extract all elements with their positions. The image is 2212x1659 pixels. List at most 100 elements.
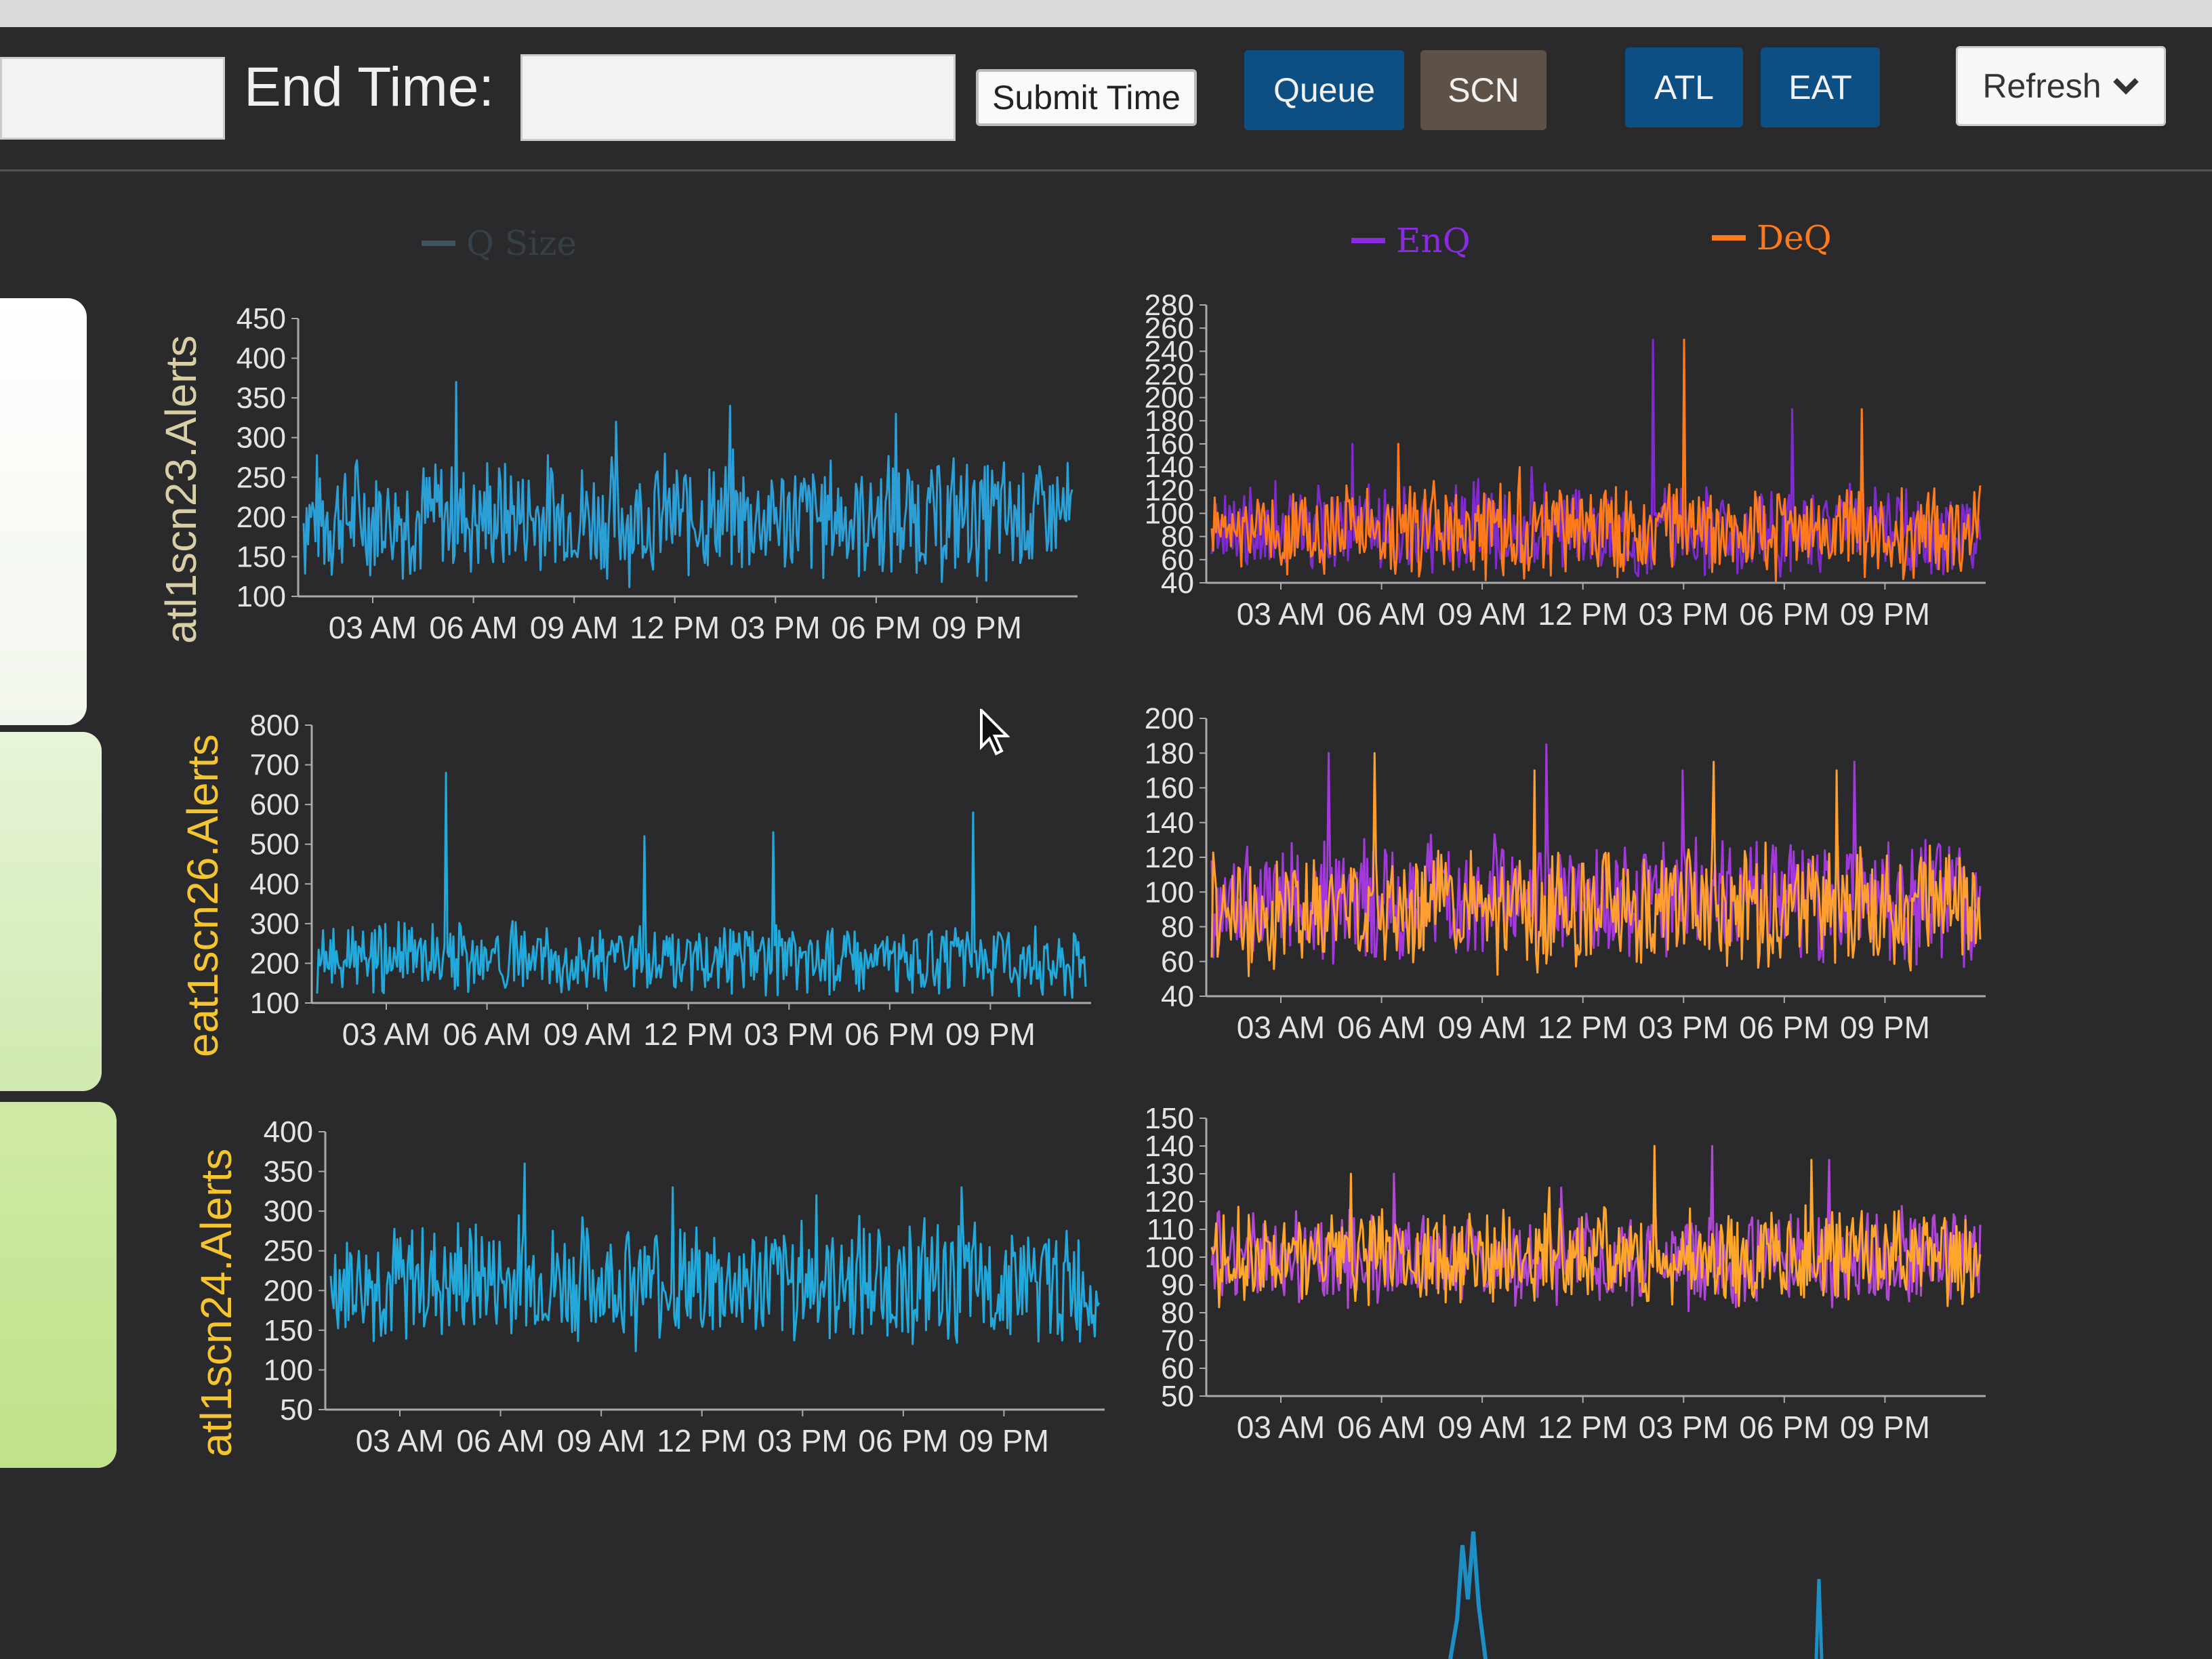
legend-deq[interactable]: DeQ xyxy=(1712,218,1832,258)
x-tick-label: 03 AM xyxy=(356,1423,444,1458)
y-tick-label: 100 xyxy=(1145,876,1194,909)
y-tick-label: 150 xyxy=(264,1314,313,1347)
y-tick-label: 120 xyxy=(1145,1185,1194,1218)
y-tick-label: 250 xyxy=(237,461,286,494)
chart-5: 50 100 150 200 250 300 350 400 03 AM 06 AM 09 AM 12… xyxy=(264,1115,1105,1458)
y-tick-label: 350 xyxy=(237,382,286,415)
y-tick-label: 120 xyxy=(1145,841,1194,874)
browser-top-strip xyxy=(0,0,2212,27)
submit-time-button[interactable]: Submit Time xyxy=(976,69,1197,126)
x-tick-label: 06 AM xyxy=(456,1423,544,1458)
y-tick-label: 160 xyxy=(1145,772,1194,805)
y-tick-label: 70 xyxy=(1161,1324,1194,1357)
series-line-q-size xyxy=(316,771,1087,999)
y-tick-label: 110 xyxy=(1147,1213,1194,1246)
x-tick-label: 06 AM xyxy=(1337,596,1425,632)
x-tick-label: 06 AM xyxy=(1337,1410,1425,1445)
y-tick-label: 400 xyxy=(237,342,286,375)
start-time-input[interactable] xyxy=(0,57,225,140)
x-tick-label: 06 PM xyxy=(831,610,921,645)
y-tick-label: 140 xyxy=(1145,1130,1194,1163)
y-tick-label: 160 xyxy=(1145,428,1194,461)
y-tick-label: 200 xyxy=(237,501,286,534)
series-line-deq xyxy=(1210,338,1982,583)
y-tick-label: 80 xyxy=(1161,520,1194,554)
chart-3: 100 200 300 400 500 600 700 800 03 AM 06 AM 09 AM 1… xyxy=(250,709,1091,1052)
legend-swatch-qsize xyxy=(422,241,455,246)
x-tick-label: 03 PM xyxy=(758,1423,848,1458)
y-tick-label: 260 xyxy=(1145,312,1194,345)
refresh-label: Refresh xyxy=(1982,67,2102,105)
x-tick-label: 03 AM xyxy=(1237,1010,1325,1045)
x-tick-label: 09 PM xyxy=(1840,1010,1930,1045)
series-line-deq xyxy=(1210,1145,1982,1309)
y-tick-label: 200 xyxy=(264,1274,313,1307)
x-tick-label: 03 PM xyxy=(731,610,821,645)
mouse-pointer-icon xyxy=(980,709,1010,756)
x-tick-label: 09 AM xyxy=(544,1017,632,1052)
y-tick-label: 450 xyxy=(237,302,286,335)
y-tick-label: 100 xyxy=(250,987,300,1020)
end-time-input[interactable] xyxy=(520,54,956,141)
y-tick-label: 200 xyxy=(1145,702,1194,735)
refresh-button[interactable]: Refresh xyxy=(1956,46,2166,126)
scn-button[interactable]: SCN xyxy=(1420,50,1547,130)
y-tick-label: 200 xyxy=(250,947,300,980)
y-tick-label: 60 xyxy=(1161,544,1194,577)
x-tick-label: 09 PM xyxy=(932,610,1022,645)
y-tick-label: 600 xyxy=(250,788,300,821)
x-tick-label: 06 AM xyxy=(443,1017,531,1052)
y-tick-label: 700 xyxy=(250,749,300,782)
legend-label-enq: EnQ xyxy=(1396,221,1471,260)
x-tick-label: 03 PM xyxy=(1639,1410,1729,1445)
legend-label-deq: DeQ xyxy=(1757,218,1832,258)
x-tick-label: 09 PM xyxy=(959,1423,1049,1458)
y-tick-label: 150 xyxy=(237,540,286,573)
y-tick-label: 800 xyxy=(250,709,300,742)
y-tick-label: 100 xyxy=(1145,497,1194,531)
y-tick-label: 140 xyxy=(1145,806,1194,840)
x-tick-label: 09 PM xyxy=(1840,1410,1930,1445)
atl-button[interactable]: ATL xyxy=(1625,47,1743,127)
y-tick-label: 400 xyxy=(264,1115,313,1149)
x-tick-label: 09 PM xyxy=(945,1017,1036,1052)
x-tick-label: 12 PM xyxy=(1538,596,1628,632)
series-line-enq xyxy=(1210,1145,1982,1313)
side-panel-1 xyxy=(0,298,87,725)
legend-swatch-enq xyxy=(1351,238,1385,243)
y-tick-label: 100 xyxy=(237,580,286,613)
legend-left: Q Size xyxy=(422,224,577,263)
y-tick-label: 240 xyxy=(1145,335,1194,368)
y-tick-label: 140 xyxy=(1145,451,1194,484)
y-tick-label: 150 xyxy=(1145,1102,1194,1135)
series-line-q-size xyxy=(302,381,1073,588)
legend-label-qsize: Q Size xyxy=(466,224,577,263)
chevron-down-icon xyxy=(2112,78,2139,95)
series-line-deq xyxy=(1210,752,1982,977)
y-tick-label: 280 xyxy=(1145,289,1194,322)
eat-button[interactable]: EAT xyxy=(1761,47,1880,127)
bottom-partial-chart xyxy=(1448,1531,1824,1659)
queue-button[interactable]: Queue xyxy=(1244,50,1404,130)
y-tick-label: 40 xyxy=(1161,567,1194,600)
y-tick-label: 300 xyxy=(250,907,300,941)
chart-1: 100 150 200 250 300 350 400 450 03 AM 06 AM 09 AM 1… xyxy=(237,302,1078,645)
x-tick-label: 03 AM xyxy=(1237,1410,1325,1445)
y-tick-label: 60 xyxy=(1161,945,1194,979)
side-panel-2 xyxy=(0,732,102,1091)
y-tick-label: 90 xyxy=(1161,1269,1194,1302)
toolbar: End Time: Submit Time Queue SCN ATL EAT … xyxy=(0,27,2212,171)
x-tick-label: 09 AM xyxy=(1438,1010,1526,1045)
x-tick-label: 09 AM xyxy=(1438,596,1526,632)
x-tick-label: 12 PM xyxy=(657,1423,747,1458)
x-tick-label: 06 PM xyxy=(1739,1410,1829,1445)
y-tick-label: 40 xyxy=(1161,980,1194,1013)
x-tick-label: 03 AM xyxy=(1237,596,1325,632)
legend-enq[interactable]: EnQ xyxy=(1351,221,1471,260)
x-tick-label: 03 PM xyxy=(1639,1010,1729,1045)
y-tick-label: 80 xyxy=(1161,1296,1194,1330)
x-tick-label: 06 PM xyxy=(1739,596,1829,632)
